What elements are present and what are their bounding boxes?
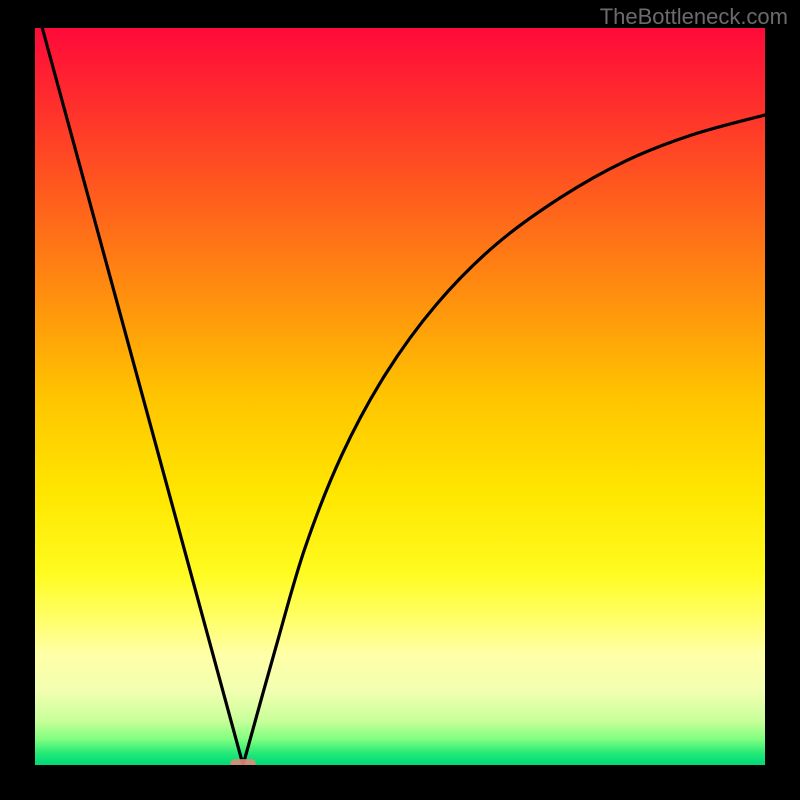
bottleneck-chart xyxy=(0,0,800,800)
chart-container: { "watermark": { "text": "TheBottleneck.… xyxy=(0,0,800,800)
watermark-text: TheBottleneck.com xyxy=(600,4,788,30)
gradient-background xyxy=(35,28,765,765)
dip-marker xyxy=(230,759,256,768)
